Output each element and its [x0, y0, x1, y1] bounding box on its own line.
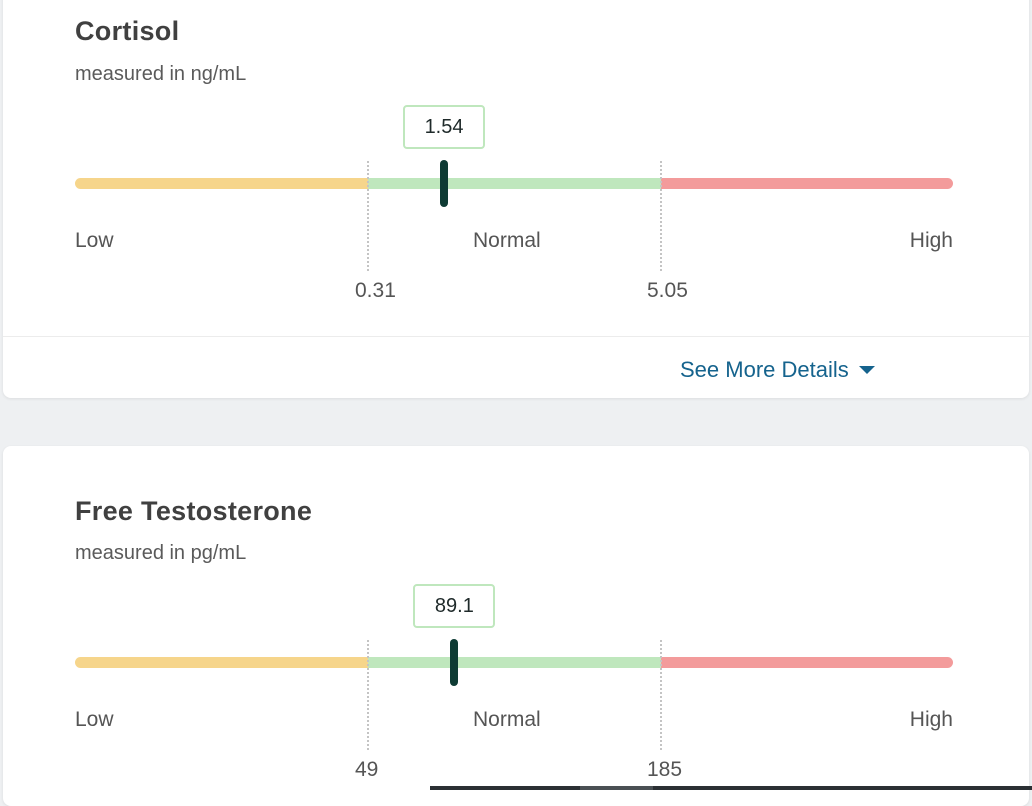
low-threshold-value: 0.31 — [355, 279, 396, 302]
low-threshold-line — [367, 640, 369, 750]
see-more-details-button[interactable]: See More Details — [680, 357, 875, 383]
see-more-details-label: See More Details — [680, 357, 849, 382]
result-value-box: 89.1 — [413, 584, 496, 628]
result-card-free-testosterone: Free Testosterone measured in pg/mL 89.1… — [3, 446, 1029, 806]
result-card-cortisol: Cortisol measured in ng/mL 1.54 Low Norm… — [3, 0, 1029, 398]
zone-label-low: Low — [75, 708, 114, 731]
normal-zone-bar — [368, 178, 661, 189]
normal-zone-bar — [368, 657, 661, 668]
result-value-box: 1.54 — [403, 105, 486, 149]
low-threshold-value: 49 — [355, 758, 379, 781]
high-zone-bar — [661, 657, 953, 668]
zone-label-normal: Normal — [473, 708, 541, 731]
high-threshold-line — [660, 640, 662, 750]
caret-down-icon — [858, 366, 875, 374]
result-title: Free Testosterone — [75, 496, 313, 526]
zone-label-normal: Normal — [473, 229, 541, 252]
bottom-scrollbar-thumb[interactable] — [580, 786, 653, 790]
result-unit: measured in ng/mL — [75, 63, 247, 85]
zone-label-high: High — [909, 708, 953, 731]
high-threshold-value: 185 — [647, 758, 683, 781]
low-zone-bar — [75, 178, 368, 189]
range-scale: 1.54 Low Normal High 0.31 5.05 — [75, 105, 953, 302]
high-threshold-value: 5.05 — [647, 279, 688, 302]
result-title: Cortisol — [75, 16, 180, 46]
zone-label-high: High — [909, 229, 953, 252]
result-marker — [450, 639, 459, 686]
range-scale: 89.1 Low Normal High 49 185 — [75, 584, 953, 781]
zone-label-low: Low — [75, 229, 114, 252]
low-threshold-line — [367, 161, 369, 271]
bottom-scrollbar-track — [430, 786, 1032, 790]
result-unit: measured in pg/mL — [75, 542, 247, 564]
low-zone-bar — [75, 657, 368, 668]
high-threshold-line — [660, 161, 662, 271]
result-marker — [440, 160, 449, 207]
high-zone-bar — [661, 178, 953, 189]
card-footer-divider — [3, 336, 1029, 337]
